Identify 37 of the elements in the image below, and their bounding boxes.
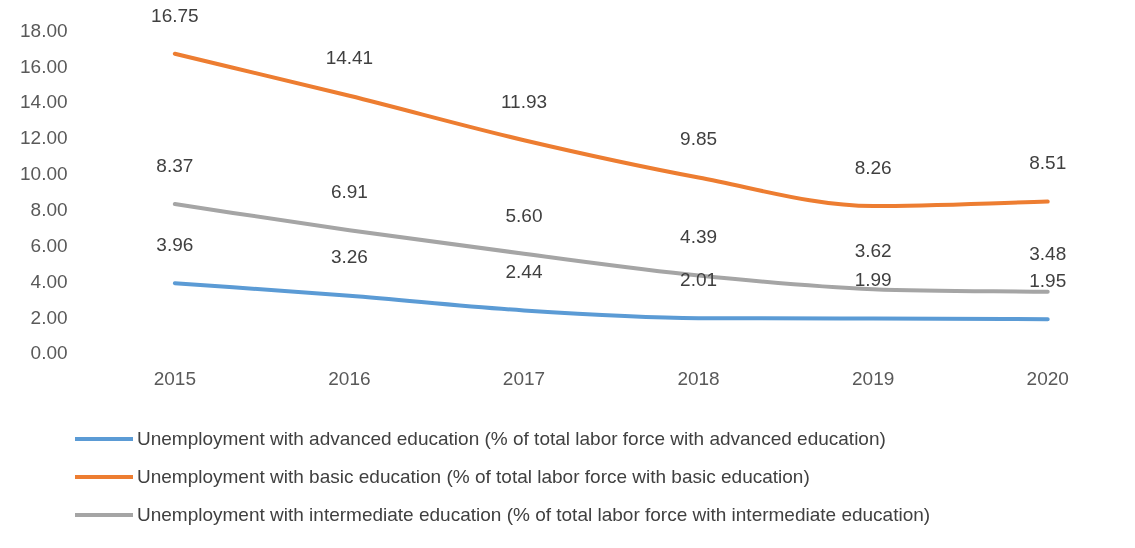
data-label: 6.91 — [330, 181, 368, 203]
data-label: 9.85 — [680, 128, 718, 150]
legend-label: Unemployment with intermediate education (% of total labor force with intermediate education) — [137, 504, 931, 526]
y-tick-label: 0.00 — [30, 342, 68, 364]
y-tick-label: 8.00 — [30, 198, 68, 220]
legend-label: Unemployment with basic education (% of total labor force with basic education) — [137, 466, 810, 488]
data-label: 3.62 — [854, 240, 892, 262]
data-label: 2.01 — [680, 268, 718, 290]
data-label: 4.39 — [680, 226, 718, 248]
data-label: 8.51 — [1029, 152, 1067, 174]
y-tick-label: 10.00 — [20, 163, 68, 185]
x-tick-label: 2017 — [502, 367, 546, 389]
y-tick-label: 12.00 — [20, 127, 68, 149]
legend-label: Unemployment with advanced education (% of total labor force with advanced education) — [137, 428, 886, 450]
y-tick-label: 18.00 — [20, 19, 68, 41]
data-label: 16.75 — [151, 4, 199, 26]
data-label: 1.99 — [854, 269, 892, 291]
data-label: 5.60 — [505, 204, 543, 226]
y-tick-label: 14.00 — [20, 91, 68, 113]
data-label: 1.95 — [1029, 269, 1067, 291]
data-label: 3.96 — [156, 233, 194, 255]
data-label: 14.41 — [325, 46, 374, 68]
data-label: 2.44 — [505, 261, 543, 283]
y-tick-label: 6.00 — [30, 234, 68, 256]
y-tick-label: 16.00 — [20, 55, 68, 77]
y-tick-label: 4.00 — [30, 270, 68, 292]
x-tick-label: 2019 — [852, 367, 895, 389]
x-tick-label: 2018 — [677, 367, 720, 389]
x-tick-label: 2016 — [328, 367, 371, 389]
data-label: 8.37 — [156, 154, 194, 176]
data-label: 11.93 — [500, 90, 548, 112]
y-tick-label: 2.00 — [30, 306, 68, 328]
data-label: 3.26 — [330, 246, 368, 268]
x-tick-label: 2015 — [153, 367, 196, 389]
x-tick-label: 2020 — [1026, 367, 1069, 389]
data-label: 3.48 — [1029, 242, 1067, 264]
data-label: 8.26 — [854, 156, 892, 178]
